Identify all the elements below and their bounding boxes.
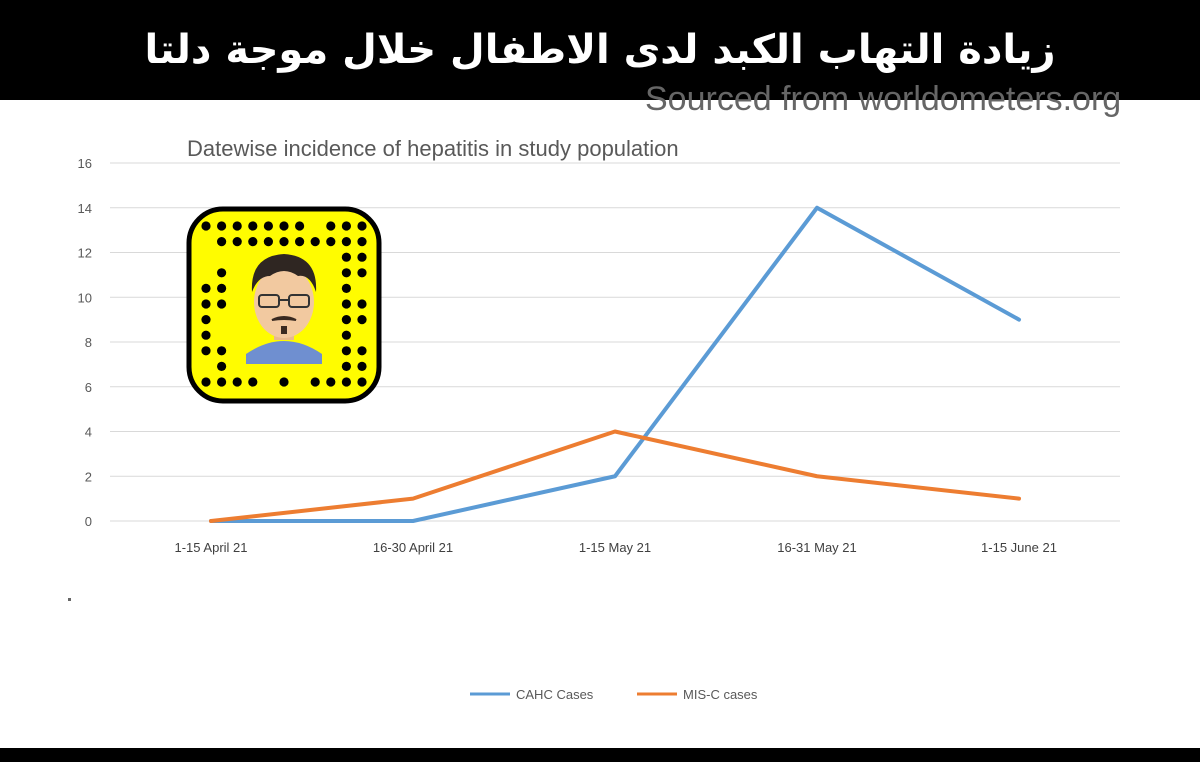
x-tick-label: 1-15 April 21 [175, 540, 248, 555]
snapcode-dot [201, 346, 211, 356]
snapcode-dot [326, 377, 336, 387]
snapcode-dot [357, 252, 367, 262]
snapcode-dot [263, 221, 273, 231]
snapcode-dot [201, 315, 211, 325]
legend-label: MIS-C cases [683, 687, 758, 702]
snapcode-dot [357, 361, 367, 371]
snapcode-dot [201, 299, 211, 309]
snapcode-dot [326, 237, 336, 247]
snapcode-dot [341, 268, 351, 278]
y-axis-ticks: 0 2 4 6 8 10 12 14 16 [78, 156, 92, 529]
data-point [1017, 497, 1021, 501]
snapcode-dot [232, 377, 242, 387]
snapcode-dot [357, 299, 367, 309]
snapcode-dot [341, 330, 351, 340]
snapcode-dot [357, 221, 367, 231]
snapcode-dot [357, 315, 367, 325]
snapcode-dot [201, 221, 211, 231]
data-point [209, 519, 213, 523]
snapcode-dot [263, 237, 273, 247]
x-axis-ticks: 1-15 April 21 16-30 April 21 1-15 May 21 16… [175, 540, 1057, 555]
snapcode-dot [341, 221, 351, 231]
y-tick-label: 16 [78, 156, 92, 171]
snapcode-dot [217, 346, 227, 356]
y-tick-label: 0 [85, 514, 92, 529]
source-text: Sourced from worldometers.org [645, 76, 1121, 124]
snapcode-dot [341, 361, 351, 371]
snapcode-dot [295, 221, 305, 231]
data-point [411, 519, 415, 523]
snapcode-dot [279, 237, 289, 247]
snapcode-dot [279, 221, 289, 231]
snapcode-dot [341, 299, 351, 309]
y-tick-label: 14 [78, 201, 92, 216]
x-tick-label: 16-30 April 21 [373, 540, 453, 555]
snapcode-dot [357, 346, 367, 356]
snapcode-dot [248, 221, 258, 231]
snapcode-dot [341, 252, 351, 262]
x-tick-label: 1-15 May 21 [579, 540, 651, 555]
title-banner: زيادة التهاب الكبد لدى الاطفال خلال موجة… [0, 0, 1200, 100]
data-point [1017, 318, 1021, 322]
snapcode-dot [217, 283, 227, 293]
snapcode-dot [357, 237, 367, 247]
avatar-face [246, 254, 322, 364]
snapcode-dot [341, 283, 351, 293]
snapcode-dot [341, 315, 351, 325]
snapcode-dot [201, 283, 211, 293]
snapcode-dot [279, 377, 289, 387]
snapcode-dot [217, 221, 227, 231]
y-tick-label: 8 [85, 335, 92, 350]
snapcode-dot [217, 268, 227, 278]
snapcode-dot [217, 377, 227, 387]
snapcode-dot [341, 377, 351, 387]
snapcode-dot [357, 377, 367, 387]
y-tick-label: 4 [85, 425, 92, 440]
snapcode-dot [217, 299, 227, 309]
snapcode-dot [248, 377, 258, 387]
snapcode-dot [201, 330, 211, 340]
data-point [613, 474, 617, 478]
data-point [411, 497, 415, 501]
snapcode-dot [310, 377, 320, 387]
legend-label: CAHC Cases [516, 687, 594, 702]
snapcode-dot [248, 237, 258, 247]
data-point [613, 430, 617, 433]
x-tick-label: 1-15 June 21 [981, 540, 1057, 555]
bottom-bar [0, 748, 1200, 762]
legend: CAHC Cases MIS-C cases [470, 687, 758, 702]
snapcode-dot [341, 237, 351, 247]
data-point [815, 206, 819, 210]
snapcode-dot [232, 221, 242, 231]
snapcode-dot [341, 346, 351, 356]
chart-title: Datewise incidence of hepatitis in study… [187, 136, 679, 161]
data-point [815, 474, 819, 478]
y-tick-label: 6 [85, 380, 92, 395]
stray-dot [68, 598, 71, 601]
snapcode-avatar [186, 206, 382, 404]
source-text-label: Sourced from worldometers.org [645, 80, 1122, 118]
snapcode-dot [217, 361, 227, 371]
snapcode-dots [201, 221, 367, 387]
snapcode-dot [201, 377, 211, 387]
snapcode-dot [217, 237, 227, 247]
snapcode-dot [326, 221, 336, 231]
series-group [209, 205, 1021, 523]
banner-title: زيادة التهاب الكبد لدى الاطفال خلال موجة… [144, 27, 1056, 73]
y-tick-label: 2 [85, 469, 92, 484]
snapcode-dot [295, 237, 305, 247]
snapcode-dot [310, 237, 320, 247]
snapcode-dot [232, 237, 242, 247]
snapcode-dot [357, 268, 367, 278]
y-tick-label: 10 [78, 290, 92, 305]
gridlines [110, 162, 1120, 522]
x-tick-label: 16-31 May 21 [777, 540, 857, 555]
y-tick-label: 12 [78, 246, 92, 261]
